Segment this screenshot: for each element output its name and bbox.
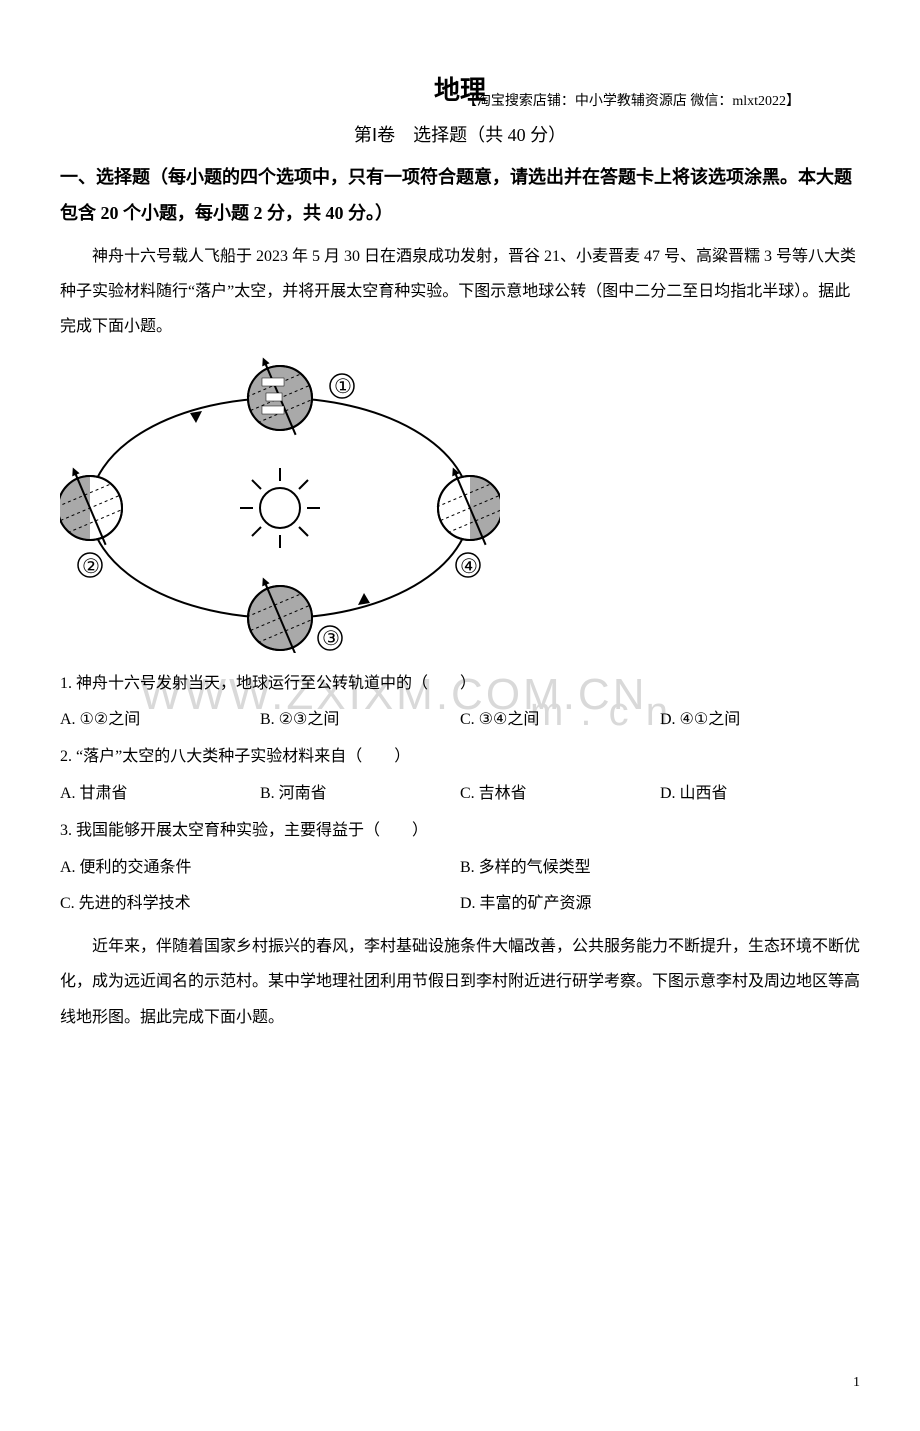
q1-opt-c: C. ③④之间 bbox=[460, 702, 660, 739]
q3-opt-c: C. 先进的科学技术 bbox=[60, 886, 460, 923]
header-note: 【淘宝搜索店铺：中小学教辅资源店 微信：mlxt2022】 bbox=[463, 90, 800, 110]
q1-opt-b: B. ②③之间 bbox=[260, 702, 460, 739]
q1-stem: 1. 神舟十六号发射当天，地球运行至公转轨道中的（ ） bbox=[60, 666, 860, 703]
q2-opt-b: B. 河南省 bbox=[260, 776, 460, 813]
page-number: 1 bbox=[60, 1375, 860, 1391]
q3-stem: 3. 我国能够开展太空育种实验，主要得益于（ ） bbox=[60, 813, 860, 850]
q3-options: A. 便利的交通条件 B. 多样的气候类型 C. 先进的科学技术 D. 丰富的矿… bbox=[60, 850, 860, 924]
orbit-diagram: ① ② ③ bbox=[60, 353, 860, 658]
q1-options: A. ①②之间 B. ②③之间 C. ③④之间 D. ④①之间 bbox=[60, 702, 860, 739]
section-heading: 一、选择题（每小题的四个选项中，只有一项符合题意，请选出并在答题卡上将该选项涂黑… bbox=[60, 159, 860, 231]
q1-opt-a: A. ①②之间 bbox=[60, 702, 260, 739]
q2-options: A. 甘肃省 B. 河南省 C. 吉林省 D. 山西省 bbox=[60, 776, 860, 813]
q2-opt-c: C. 吉林省 bbox=[460, 776, 660, 813]
q2-opt-d: D. 山西省 bbox=[660, 776, 860, 813]
passage-2: 近年来，伴随着国家乡村振兴的春风，李村基础设施条件大幅改善，公共服务能力不断提升… bbox=[60, 929, 860, 1035]
q3-opt-b: B. 多样的气候类型 bbox=[460, 850, 860, 887]
q2-stem: 2. “落户”太空的八大类种子实验材料来自（ ） bbox=[60, 739, 860, 776]
q3-opt-d: D. 丰富的矿产资源 bbox=[460, 886, 860, 923]
passage-1: 神舟十六号载人飞船于 2023 年 5 月 30 日在酒泉成功发射，晋谷 21、… bbox=[60, 239, 860, 345]
q3-opt-a: A. 便利的交通条件 bbox=[60, 850, 460, 887]
page-subtitle: 第Ⅰ卷 选择题（共 40 分） bbox=[60, 121, 860, 147]
q2-opt-a: A. 甘肃省 bbox=[60, 776, 260, 813]
q1-opt-d: D. ④①之间 bbox=[660, 702, 860, 739]
